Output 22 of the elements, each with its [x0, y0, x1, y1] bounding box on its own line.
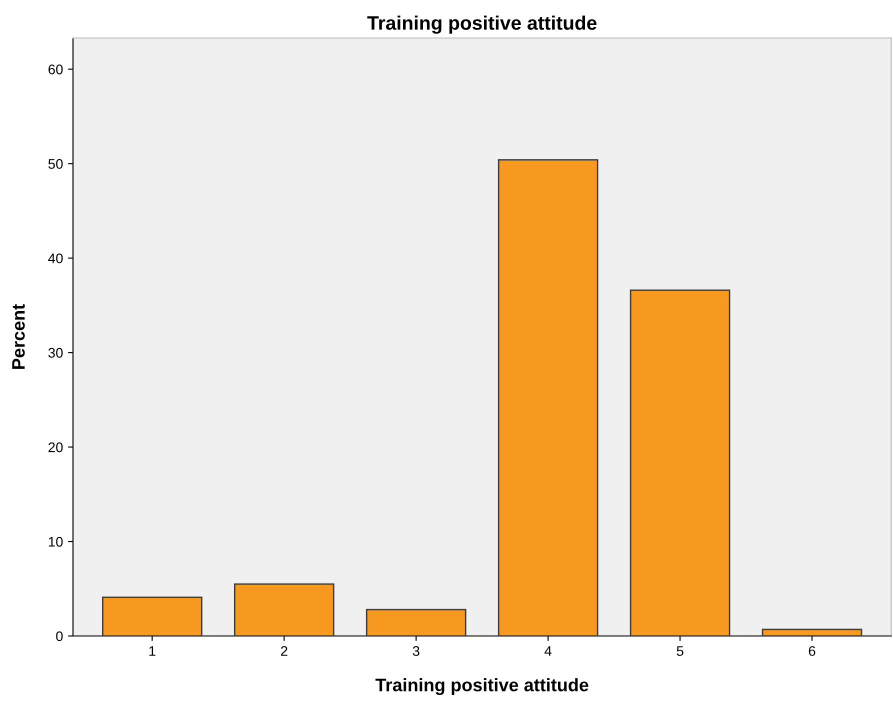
- bar: [234, 583, 334, 636]
- y-tick-label: 40: [48, 253, 63, 264]
- bar: [366, 608, 466, 636]
- bar: [498, 159, 598, 636]
- y-tick-label: 30: [48, 348, 63, 358]
- chart-title: Training positive attitude: [367, 16, 597, 34]
- bar: [102, 596, 202, 636]
- y-tick-label: 50: [48, 158, 63, 169]
- y-axis-title: Percent: [12, 304, 25, 369]
- x-tick-label: 4: [544, 646, 552, 656]
- bar: [762, 628, 862, 636]
- x-tick-label: 5: [676, 646, 684, 656]
- x-tick-label: 3: [412, 646, 420, 656]
- y-tick-label: 60: [48, 64, 63, 74]
- y-tick-label: 0: [56, 631, 63, 642]
- x-tick-label: 1: [149, 646, 156, 656]
- x-tick-label: 2: [280, 646, 288, 656]
- bar: [630, 290, 730, 636]
- y-tick-label: 20: [48, 442, 63, 452]
- y-tick-label: 10: [48, 536, 63, 547]
- x-axis-title: Training positive attitude: [375, 678, 588, 696]
- x-tick-label: 6: [808, 646, 816, 656]
